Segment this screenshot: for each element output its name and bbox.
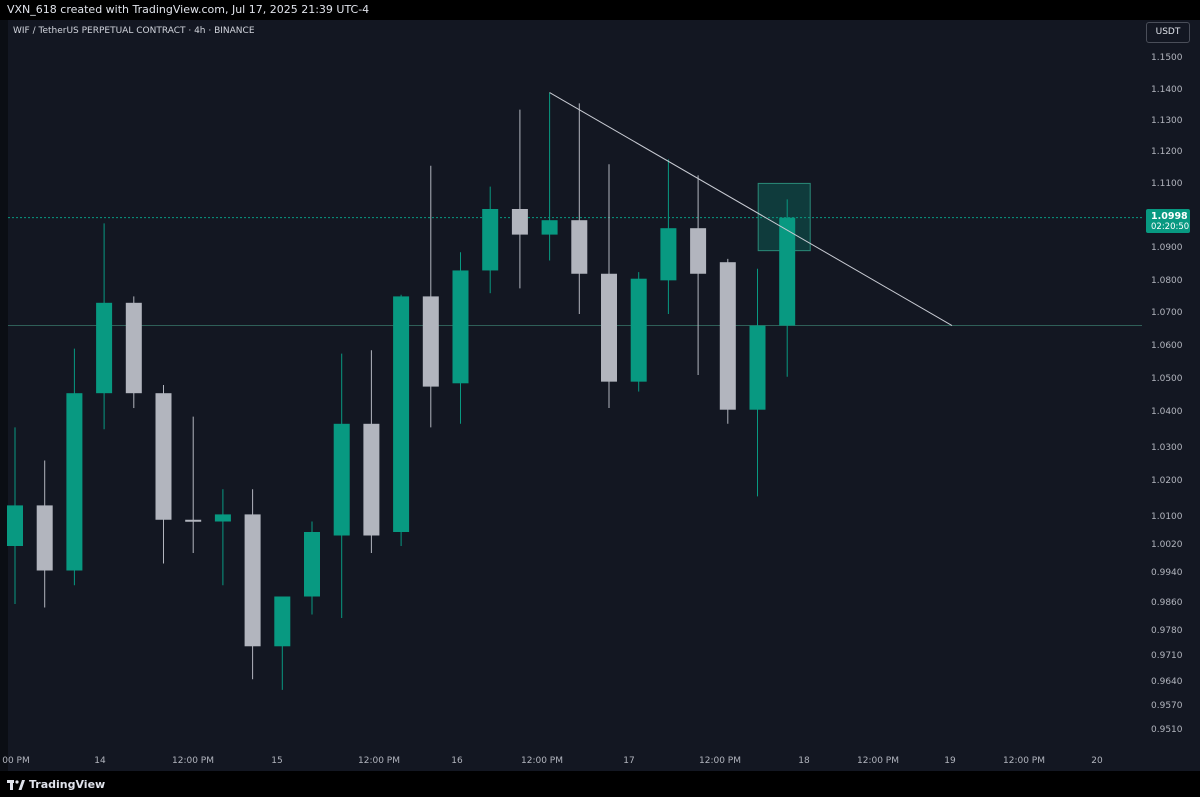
- candle-bearish: [185, 519, 202, 522]
- candle-bullish: [214, 514, 231, 522]
- attribution-text: VXN_618 created with TradingView.com, Ju…: [7, 3, 370, 16]
- price-tick-label: 1.0020: [1151, 540, 1183, 550]
- candle-bearish: [363, 423, 380, 536]
- time-tick-label: 16: [451, 756, 463, 766]
- price-axis[interactable]: [1142, 20, 1200, 771]
- price-tick-label: 0.9640: [1151, 677, 1183, 687]
- symbol-legend: WIF / TetherUS PERPETUAL CONTRACT · 4h ·…: [13, 26, 255, 36]
- logo-text: TradingView: [29, 778, 106, 791]
- price-tick-label: 1.1300: [1151, 116, 1183, 126]
- price-tick-label: 1.0300: [1151, 443, 1183, 453]
- tradingview-logo-icon: [7, 779, 25, 790]
- price-tick-label: 1.0600: [1151, 341, 1183, 351]
- last-price-value: 1.0998: [1151, 211, 1188, 222]
- price-tick-label: 0.9570: [1151, 701, 1183, 711]
- candle-bearish: [690, 228, 707, 274]
- candle-bullish: [749, 325, 766, 410]
- time-tick-label: 20: [1091, 756, 1103, 766]
- candle-bearish: [601, 273, 617, 382]
- price-tick-label: 1.1500: [1151, 53, 1183, 63]
- time-tick-label: 12:00 PM: [358, 756, 400, 766]
- candle-bullish: [274, 596, 291, 647]
- attribution-bar: VXN_618 created with TradingView.com, Ju…: [0, 0, 1200, 20]
- candle-bullish: [96, 302, 113, 394]
- trendline: [549, 92, 953, 326]
- candle-bearish: [422, 296, 439, 387]
- candle-bullish: [482, 209, 499, 271]
- candle-bullish: [66, 393, 83, 571]
- price-tick-label: 1.0100: [1151, 512, 1183, 522]
- time-tick-label: 00 PM: [2, 756, 30, 766]
- time-tick-label: 15: [271, 756, 283, 766]
- candle-bearish: [511, 209, 528, 235]
- time-tick-label: 12:00 PM: [699, 756, 741, 766]
- candle-bullish: [304, 532, 320, 597]
- price-tick-label: 1.1200: [1151, 147, 1183, 157]
- time-tick-label: 14: [94, 756, 106, 766]
- candle-bearish: [36, 505, 53, 571]
- price-tick-label: 1.0500: [1151, 374, 1183, 384]
- candle-bullish: [452, 270, 469, 384]
- candle-bullish: [541, 220, 558, 235]
- price-tick-label: 1.1100: [1151, 179, 1183, 189]
- candle-bearish: [155, 393, 172, 520]
- price-tick-label: 1.1400: [1151, 85, 1183, 95]
- price-tick-label: 1.0700: [1151, 308, 1183, 318]
- price-tick-label: 0.9940: [1151, 568, 1183, 578]
- candle-bullish: [7, 505, 23, 546]
- bar-countdown: 02:20:50: [1151, 222, 1190, 232]
- time-tick-label: 18: [798, 756, 810, 766]
- price-tick-label: 0.9860: [1151, 598, 1183, 608]
- candle-bearish: [719, 262, 736, 410]
- price-tick-label: 0.9510: [1151, 725, 1183, 735]
- candle-bearish: [571, 220, 588, 274]
- candle-bullish: [660, 228, 677, 281]
- price-tick-label: 1.0200: [1151, 476, 1183, 486]
- candle-bullish: [393, 296, 410, 532]
- footer-bar: [0, 771, 1200, 797]
- candle-bullish: [779, 217, 796, 326]
- time-tick-label: 19: [944, 756, 956, 766]
- last-price-badge: 1.0998 02:20:50: [1146, 209, 1190, 233]
- price-tick-label: 1.0800: [1151, 276, 1183, 286]
- candle-bullish: [333, 423, 350, 536]
- chart-pane[interactable]: [8, 20, 1142, 771]
- price-tick-label: 0.9780: [1151, 626, 1183, 636]
- price-tick-label: 1.0900: [1151, 243, 1183, 253]
- candle-bearish: [125, 302, 142, 394]
- candle-bearish: [244, 514, 261, 647]
- price-tick-label: 0.9710: [1151, 651, 1183, 661]
- time-tick-label: 12:00 PM: [521, 756, 563, 766]
- price-tick-label: 1.0400: [1151, 407, 1183, 417]
- time-tick-label: 12:00 PM: [1003, 756, 1045, 766]
- time-tick-label: 17: [623, 756, 635, 766]
- tradingview-logo[interactable]: TradingView: [7, 778, 105, 791]
- candle-bullish: [630, 278, 647, 382]
- time-tick-label: 12:00 PM: [857, 756, 899, 766]
- currency-button[interactable]: USDT: [1146, 22, 1190, 43]
- time-tick-label: 12:00 PM: [172, 756, 214, 766]
